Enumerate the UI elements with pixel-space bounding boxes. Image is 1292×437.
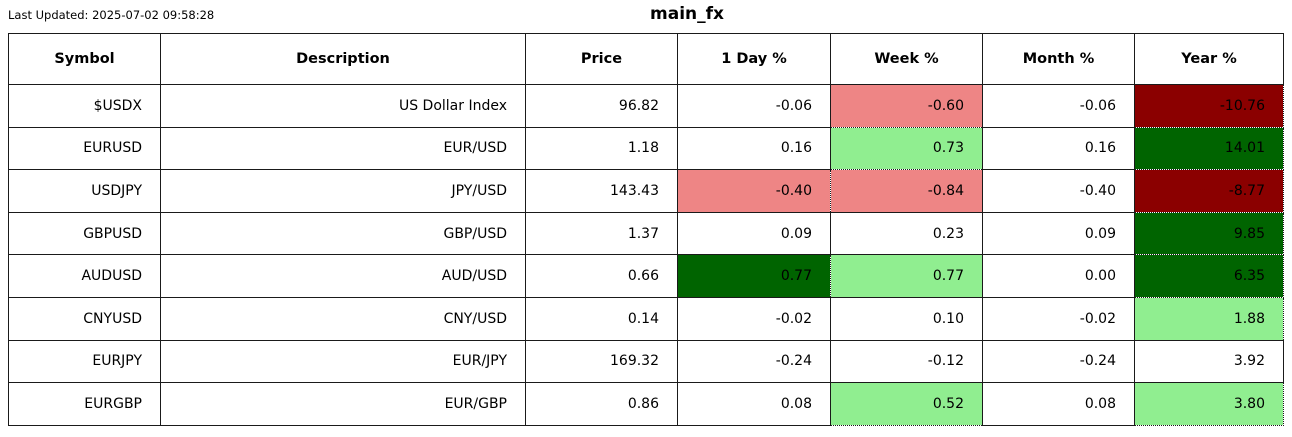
col-header-symbol: Symbol [8,33,161,85]
table-row: EURJPY EUR/JPY 169.32 -0.24 -0.12 -0.24 … [8,339,1284,384]
fx-table: Symbol Description Price 1 Day % Week % … [8,33,1284,426]
cell-day-pct: -0.06 [677,84,831,128]
table-header-row: Symbol Description Price 1 Day % Week % … [8,33,1284,85]
table-row: $USDX US Dollar Index 96.82 -0.06 -0.60 … [8,84,1284,128]
cell-day-pct: 0.09 [677,211,831,256]
cell-year-pct: 3.80 [1134,382,1284,426]
cell-month-pct: -0.40 [982,169,1135,213]
cell-price: 0.66 [525,254,678,298]
cell-symbol: CNYUSD [8,296,161,341]
cell-month-pct: -0.02 [982,296,1135,341]
cell-day-pct: 0.16 [677,126,831,171]
table-row: AUDUSD AUD/USD 0.66 0.77 0.77 0.00 6.35 [8,254,1284,298]
cell-price: 1.18 [525,126,678,171]
cell-day-pct: 0.77 [677,254,831,298]
cell-week-pct: -0.84 [830,169,983,213]
cell-year-pct: 14.01 [1134,126,1284,171]
cell-week-pct: 0.77 [830,254,983,298]
cell-price: 1.37 [525,211,678,256]
col-header-year-pct: Year % [1134,33,1284,85]
table-row: EURUSD EUR/USD 1.18 0.16 0.73 0.16 14.01 [8,126,1284,171]
cell-price: 0.86 [525,382,678,426]
cell-month-pct: -0.24 [982,339,1135,384]
cell-description: JPY/USD [160,169,526,213]
cell-description: EUR/USD [160,126,526,171]
cell-description: US Dollar Index [160,84,526,128]
cell-month-pct: -0.06 [982,84,1135,128]
table-row: CNYUSD CNY/USD 0.14 -0.02 0.10 -0.02 1.8… [8,296,1284,341]
cell-day-pct: -0.02 [677,296,831,341]
cell-day-pct: -0.24 [677,339,831,384]
cell-price: 169.32 [525,339,678,384]
cell-price: 143.43 [525,169,678,213]
last-updated-label: Last Updated: 2025-07-02 09:58:28 [8,8,215,22]
cell-price: 96.82 [525,84,678,128]
cell-week-pct: 0.73 [830,126,983,171]
col-header-description: Description [160,33,526,85]
col-header-month-pct: Month % [982,33,1135,85]
cell-year-pct: -10.76 [1134,84,1284,128]
cell-description: EUR/GBP [160,382,526,426]
cell-year-pct: 3.92 [1134,339,1284,384]
cell-week-pct: -0.60 [830,84,983,128]
cell-month-pct: 0.08 [982,382,1135,426]
col-header-day-pct: 1 Day % [677,33,831,85]
cell-symbol: EURUSD [8,126,161,171]
cell-description: AUD/USD [160,254,526,298]
cell-symbol: AUDUSD [8,254,161,298]
page-title: main_fx [650,4,724,24]
cell-day-pct: -0.40 [677,169,831,213]
cell-symbol: $USDX [8,84,161,128]
cell-description: CNY/USD [160,296,526,341]
cell-description: GBP/USD [160,211,526,256]
cell-month-pct: 0.00 [982,254,1135,298]
cell-month-pct: 0.16 [982,126,1135,171]
cell-week-pct: 0.23 [830,211,983,256]
cell-year-pct: 9.85 [1134,211,1284,256]
cell-week-pct: -0.12 [830,339,983,384]
cell-description: EUR/JPY [160,339,526,384]
table-row: GBPUSD GBP/USD 1.37 0.09 0.23 0.09 9.85 [8,211,1284,256]
cell-price: 0.14 [525,296,678,341]
cell-month-pct: 0.09 [982,211,1135,256]
table-row: USDJPY JPY/USD 143.43 -0.40 -0.84 -0.40 … [8,169,1284,213]
cell-symbol: EURGBP [8,382,161,426]
cell-symbol: USDJPY [8,169,161,213]
col-header-week-pct: Week % [830,33,983,85]
table-row: EURGBP EUR/GBP 0.86 0.08 0.52 0.08 3.80 [8,382,1284,426]
col-header-price: Price [525,33,678,85]
cell-symbol: EURJPY [8,339,161,384]
cell-year-pct: 6.35 [1134,254,1284,298]
cell-week-pct: 0.52 [830,382,983,426]
cell-symbol: GBPUSD [8,211,161,256]
cell-year-pct: 1.88 [1134,296,1284,341]
cell-week-pct: 0.10 [830,296,983,341]
cell-year-pct: -8.77 [1134,169,1284,213]
cell-day-pct: 0.08 [677,382,831,426]
